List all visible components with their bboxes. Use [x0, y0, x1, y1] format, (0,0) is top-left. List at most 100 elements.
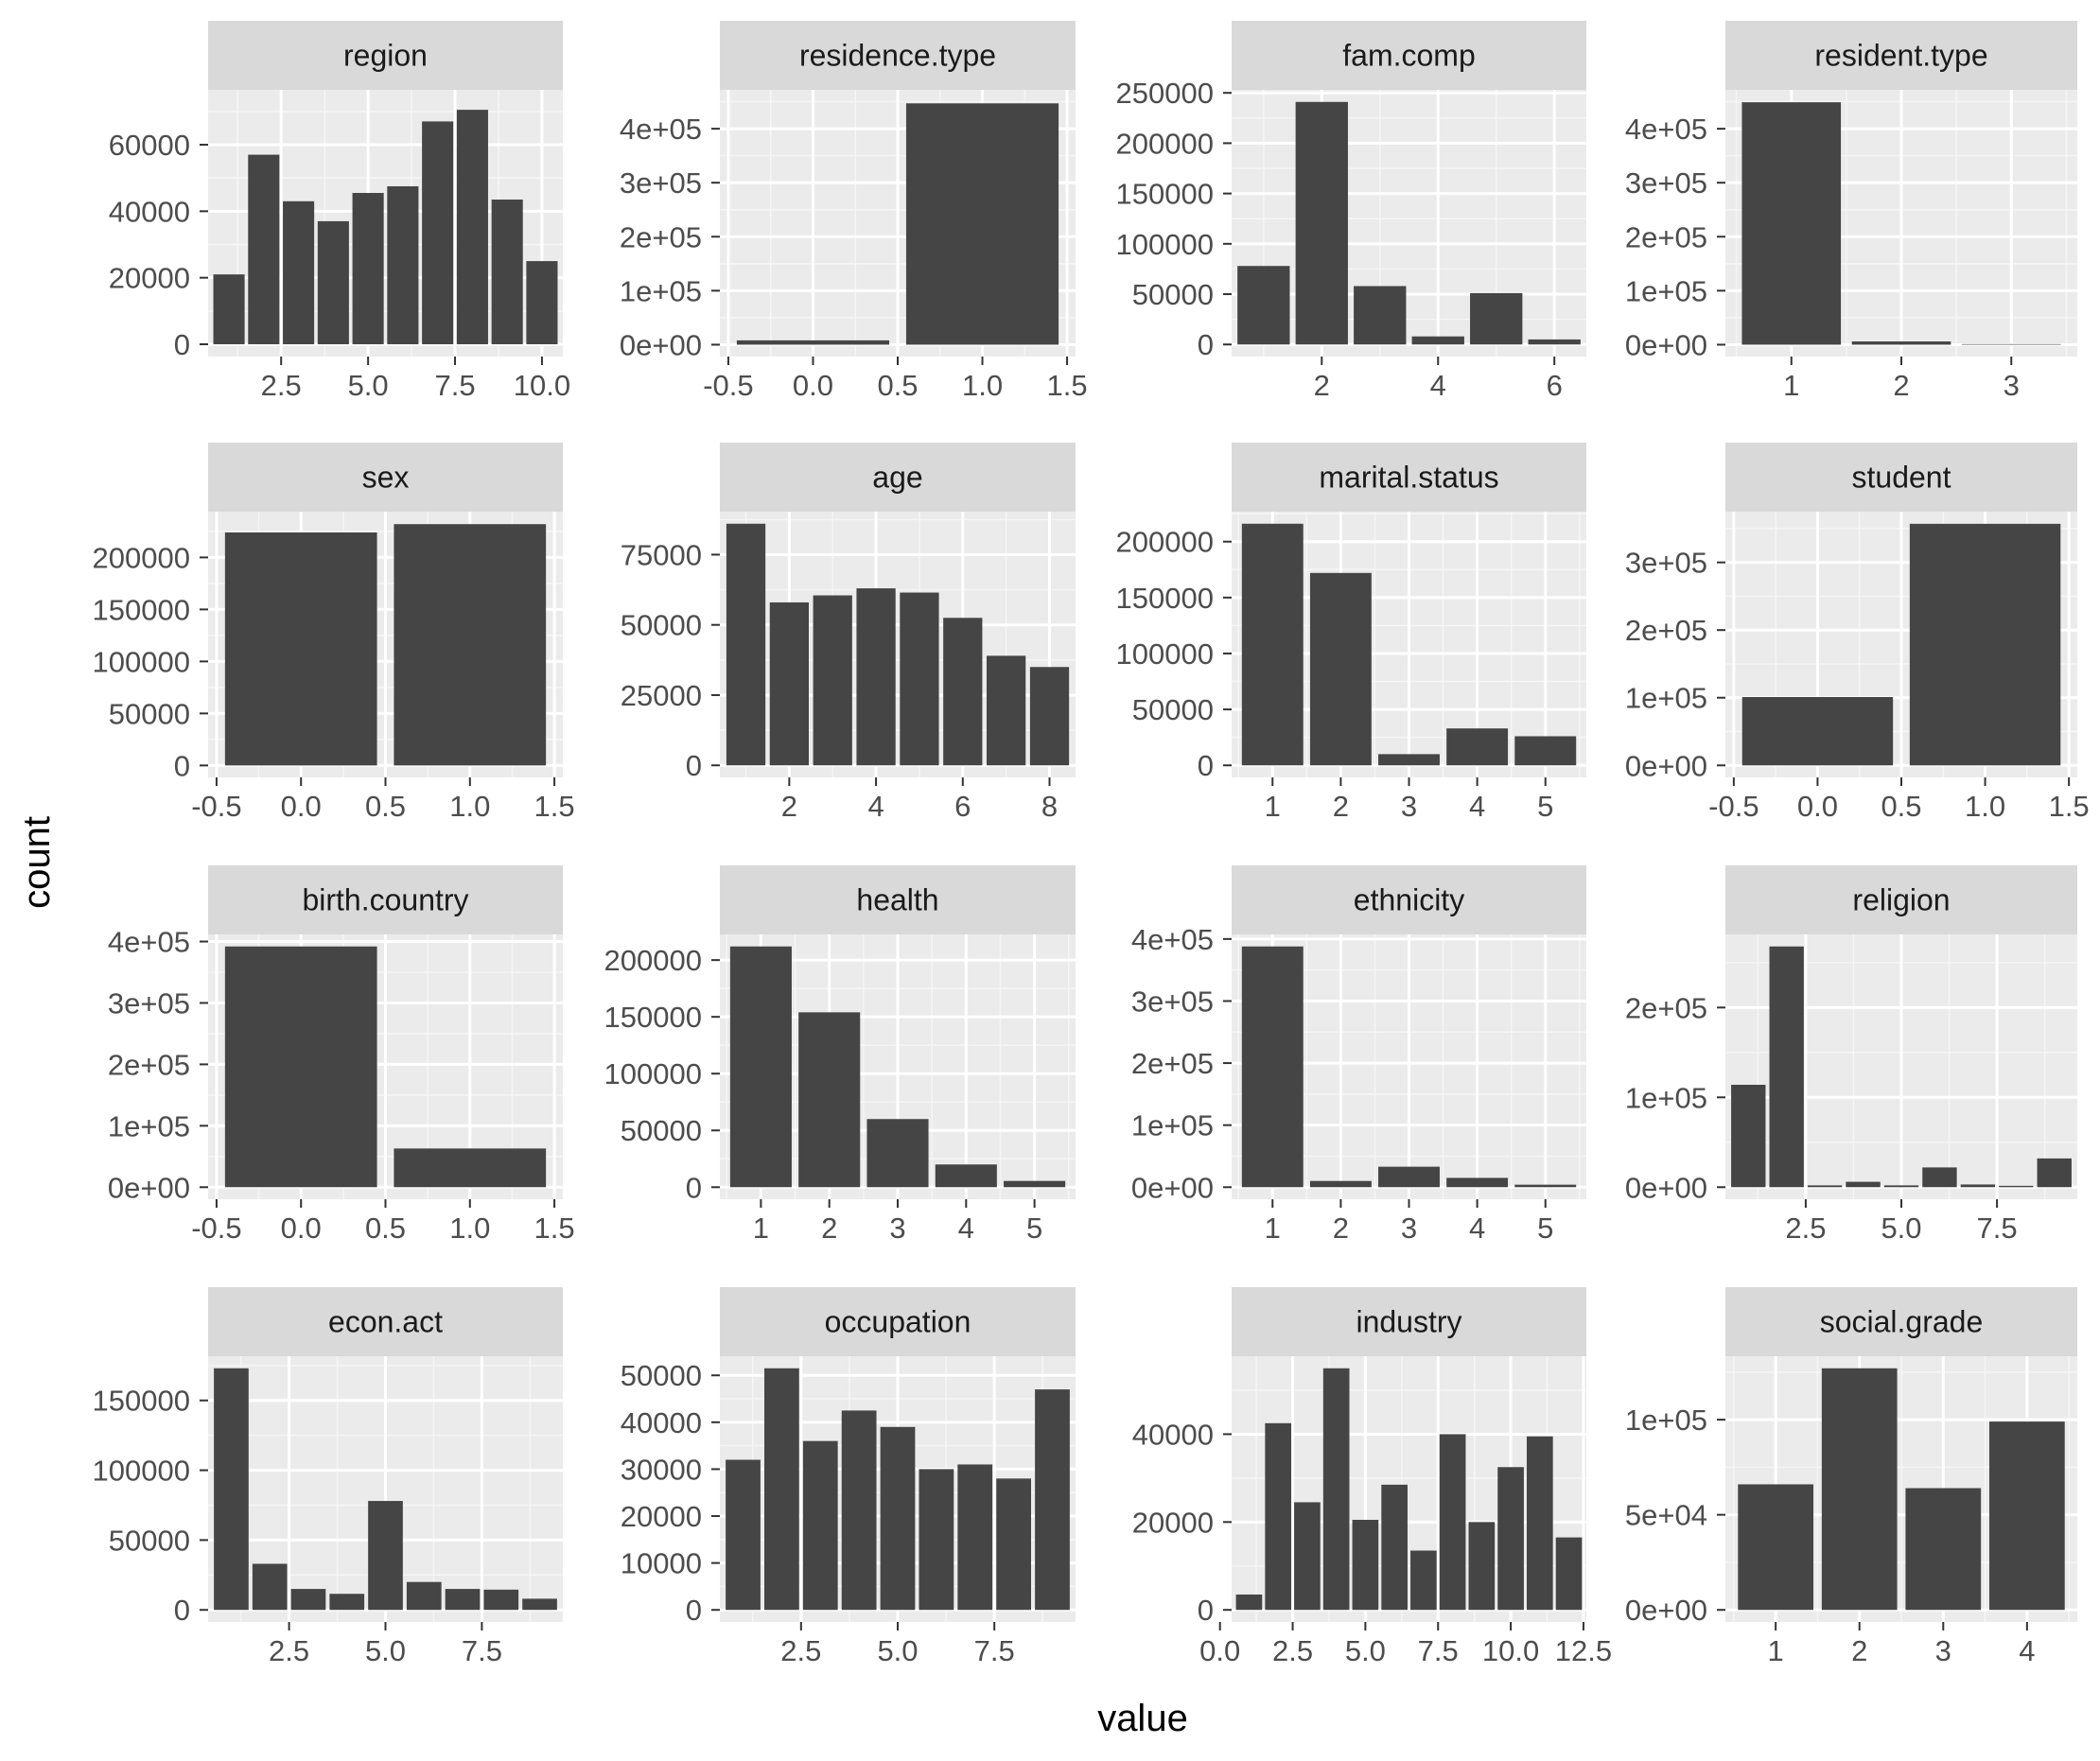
- y-tick-label: 0e+00: [1625, 328, 1707, 361]
- y-tick-label: 50000: [621, 1114, 702, 1147]
- y-tick-label: 10000: [621, 1547, 702, 1580]
- y-tick-label: 0e+00: [1625, 749, 1707, 782]
- histogram-bar: [1731, 1084, 1766, 1188]
- histogram-bar: [1909, 523, 2061, 766]
- histogram-bar: [1468, 1522, 1496, 1611]
- y-tick-label: 0: [174, 1594, 190, 1627]
- histogram-bar: [394, 524, 547, 766]
- histogram-bar: [900, 592, 939, 766]
- histogram-bar: [526, 261, 558, 344]
- facet-marital-status: marital.status 1 2 3 4 5 0 50000 100000 150000 200…: [1116, 443, 1586, 823]
- facet-strip-label: student: [1852, 461, 1951, 495]
- histogram-bar: [1851, 341, 1951, 345]
- y-tick-label: 100000: [604, 1057, 702, 1090]
- histogram-bar: [1514, 1184, 1577, 1188]
- histogram-bar: [329, 1594, 365, 1611]
- histogram-bar: [880, 1426, 916, 1611]
- facet-strip-label: sex: [362, 461, 410, 495]
- facet-sex: sex -0.5 0.0 0.5 1.0 1.5 0 50000 100000 150000 200…: [93, 443, 575, 823]
- y-tick-label: 1e+05: [1625, 1404, 1707, 1437]
- y-axis-title: count: [16, 816, 58, 909]
- histogram-bar: [248, 154, 280, 344]
- y-tick-label: 200000: [93, 541, 190, 574]
- facet-ethnicity: ethnicity 1 2 3 4 5 0e+00 1e+05 2e+05 3e+05 4e+05: [1131, 865, 1586, 1245]
- histogram-bar: [798, 1012, 861, 1188]
- facet-occupation: occupation 2.5 5.0 7.5 0 10000 20000 30000 40000…: [621, 1287, 1076, 1667]
- x-tick-label: -0.5: [191, 790, 241, 823]
- histogram-bar: [1322, 1368, 1350, 1611]
- x-axis-title: value: [1097, 1698, 1188, 1739]
- histogram-bar: [406, 1581, 442, 1611]
- histogram-bar: [456, 110, 488, 344]
- y-tick-label: 0: [174, 328, 190, 361]
- histogram-bar: [1446, 728, 1509, 766]
- facet-residence-type: residence.type -0.5 0.0 0.5 1.0 1.5 0e+00 1e+05…: [620, 21, 1088, 402]
- y-tick-label: 20000: [109, 262, 190, 295]
- histogram-bar: [1352, 1520, 1379, 1611]
- facet-strip-label: health: [856, 883, 938, 917]
- facet-health: health 1 2 3 4 5 0 50000 100000 150000 200000: [604, 865, 1076, 1245]
- histogram-bar: [764, 1368, 799, 1611]
- histogram-bar: [422, 121, 454, 344]
- histogram-bar: [283, 201, 315, 344]
- histogram-bar: [1989, 1421, 2065, 1611]
- histogram-bar: [802, 1440, 838, 1611]
- histogram-bar: [213, 274, 245, 344]
- y-tick-label: 150000: [93, 593, 190, 626]
- y-tick-label: 2e+05: [1625, 614, 1707, 647]
- facet-strip-label: residence.type: [799, 39, 996, 73]
- y-tick-label: 4e+05: [1625, 113, 1707, 146]
- histogram-bar: [1029, 667, 1070, 766]
- y-tick-label: 60000: [109, 129, 190, 162]
- x-tick-label: 0.0: [793, 369, 833, 402]
- y-tick-label: 0e+00: [1131, 1171, 1214, 1204]
- histogram-bar: [1237, 266, 1290, 345]
- histogram-bar: [1999, 1185, 2034, 1188]
- facet-strip-label: age: [872, 461, 922, 495]
- facet-strip-label: religion: [1852, 883, 1950, 917]
- histogram-bar: [1294, 1502, 1321, 1611]
- y-tick-label: 3e+05: [1131, 985, 1214, 1018]
- histogram-bar: [1846, 1181, 1881, 1188]
- y-tick-label: 0e+00: [1625, 1594, 1707, 1627]
- x-tick-label: 1.5: [534, 790, 575, 823]
- x-tick-label: 2: [1893, 369, 1909, 402]
- x-tick-label: 4: [1430, 369, 1446, 402]
- x-tick-label: 0.5: [877, 369, 918, 402]
- histogram-bar: [726, 523, 766, 766]
- y-tick-label: 100000: [1116, 637, 1214, 671]
- x-tick-label: 5.0: [877, 1634, 918, 1667]
- histogram-bar: [1526, 1436, 1553, 1611]
- facet-strip-label: occupation: [825, 1305, 971, 1339]
- x-tick-label: 3: [2004, 369, 2020, 402]
- x-tick-label: 3: [1935, 1634, 1951, 1667]
- histogram-bar: [352, 193, 384, 344]
- x-tick-label: 6: [1547, 369, 1563, 402]
- histogram-bar: [2037, 1158, 2072, 1188]
- histogram-bar: [1411, 336, 1464, 345]
- histogram-bar: [1309, 572, 1372, 766]
- y-tick-label: 30000: [621, 1453, 702, 1486]
- y-tick-label: 1e+05: [1625, 1081, 1707, 1114]
- y-tick-label: 50000: [109, 1524, 190, 1557]
- x-tick-label: 1.0: [1965, 790, 2005, 823]
- x-tick-label: 2.5: [1785, 1212, 1826, 1245]
- y-tick-label: 4e+05: [1131, 923, 1214, 956]
- y-tick-label: 50000: [1132, 278, 1214, 311]
- facet-strip-label: marital.status: [1319, 461, 1498, 495]
- facet-strip: [720, 443, 1076, 512]
- x-tick-label: 0.5: [1881, 790, 1921, 823]
- facet-strip-label: econ.act: [328, 1305, 443, 1339]
- facet-strip: [720, 865, 1076, 934]
- x-tick-label: 5.0: [365, 1634, 406, 1667]
- x-tick-label: 4: [867, 790, 884, 823]
- histogram-bar: [1905, 1488, 1982, 1611]
- y-tick-label: 150000: [1116, 582, 1214, 615]
- facet-strip: [1232, 443, 1586, 512]
- x-tick-label: 1: [1768, 1634, 1784, 1667]
- x-tick-label: 2: [821, 1212, 837, 1245]
- histogram-bar: [317, 220, 349, 344]
- x-tick-label: 0.0: [281, 1212, 322, 1245]
- histogram-bar: [1821, 1368, 1898, 1611]
